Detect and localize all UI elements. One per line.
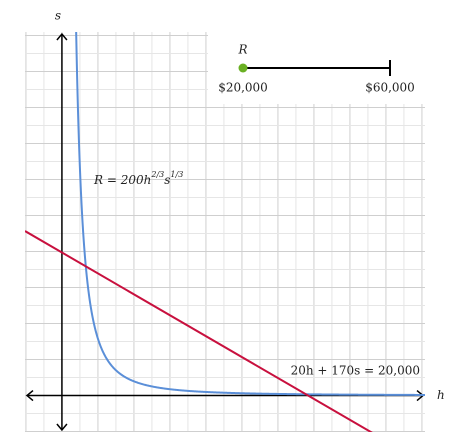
- plot: [25, 32, 425, 432]
- label-part: R = 200h: [93, 173, 151, 187]
- line: [25, 230, 373, 432]
- slider-name: R: [237, 43, 247, 57]
- curve: [75, 32, 425, 396]
- slider-min-label: $20,000: [218, 81, 268, 95]
- label-part: 1/3: [170, 170, 183, 179]
- curve-label: R = 200h2/3s1/3: [93, 170, 183, 187]
- label-part: 2/3: [150, 170, 164, 179]
- slider-max-label: $60,000: [365, 81, 415, 95]
- slider-handle[interactable]: [238, 63, 248, 73]
- y-axis-label: s: [55, 9, 61, 23]
- axis-arrow: [25, 389, 34, 402]
- x-axis-label: h: [437, 388, 445, 402]
- slider-panel: R $20,000 $60,000: [208, 32, 425, 104]
- label-part: s: [164, 173, 170, 187]
- line-label: 20h + 170s = 20,000: [291, 364, 420, 378]
- axis-arrow: [56, 423, 68, 432]
- axis-arrow: [56, 32, 68, 41]
